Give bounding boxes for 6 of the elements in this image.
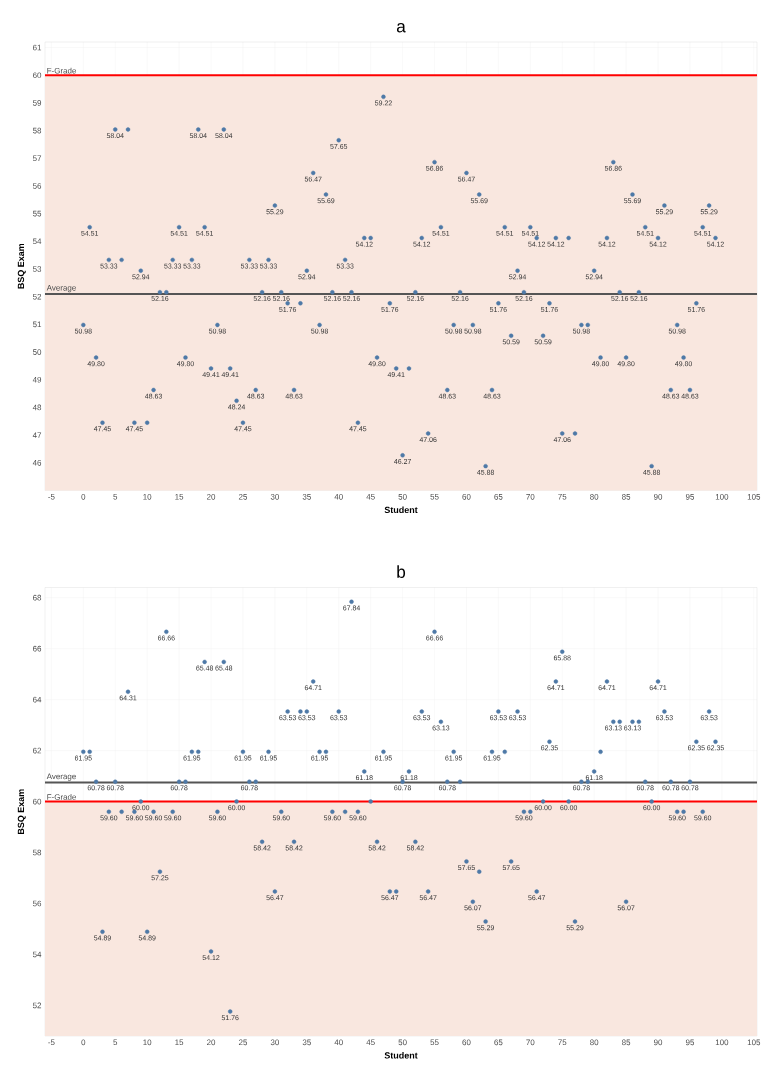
y-axis-title: BSQ Exam xyxy=(17,243,26,289)
x-axis-title: Student xyxy=(384,1052,418,1059)
y-axis-title: BSQ Exam xyxy=(17,789,26,835)
chart-title: a xyxy=(396,23,406,33)
x-axis-title: Student xyxy=(384,506,418,514)
chart-title: b xyxy=(397,565,406,578)
